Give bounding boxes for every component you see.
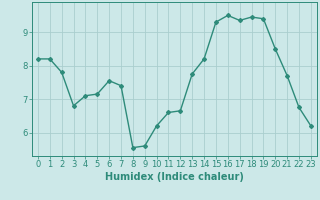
- X-axis label: Humidex (Indice chaleur): Humidex (Indice chaleur): [105, 172, 244, 182]
